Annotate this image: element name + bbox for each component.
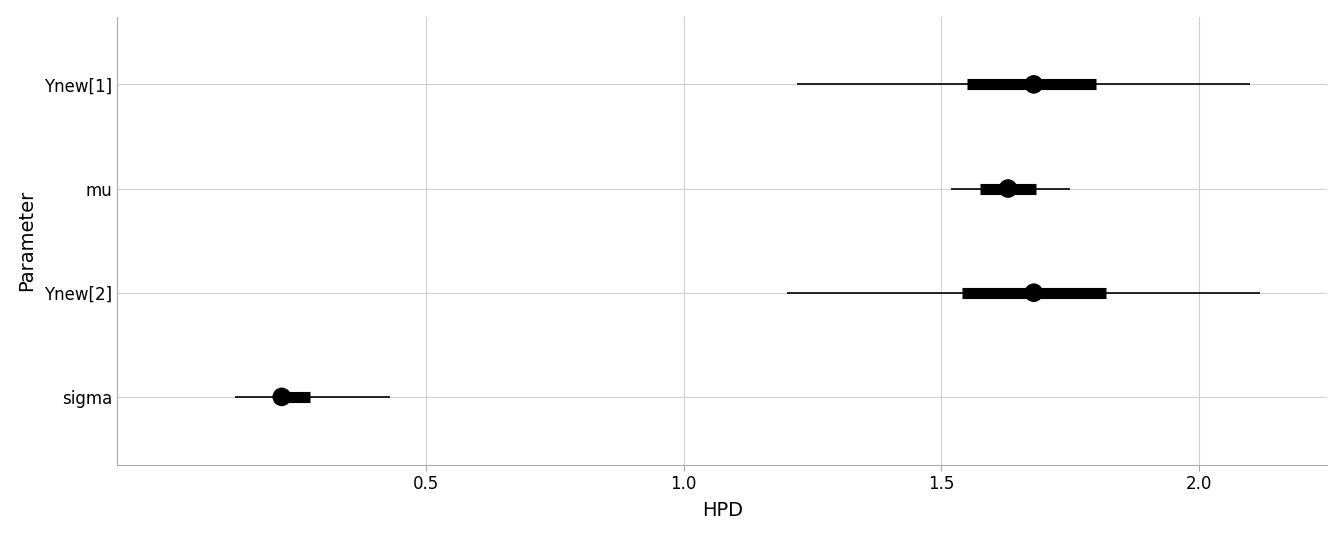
X-axis label: HPD: HPD (702, 502, 743, 520)
Point (271, 393, 293, 401)
Point (1023, 80, 1044, 89)
Point (1023, 288, 1044, 297)
Y-axis label: Parameter: Parameter (16, 190, 36, 291)
Point (997, 184, 1019, 193)
